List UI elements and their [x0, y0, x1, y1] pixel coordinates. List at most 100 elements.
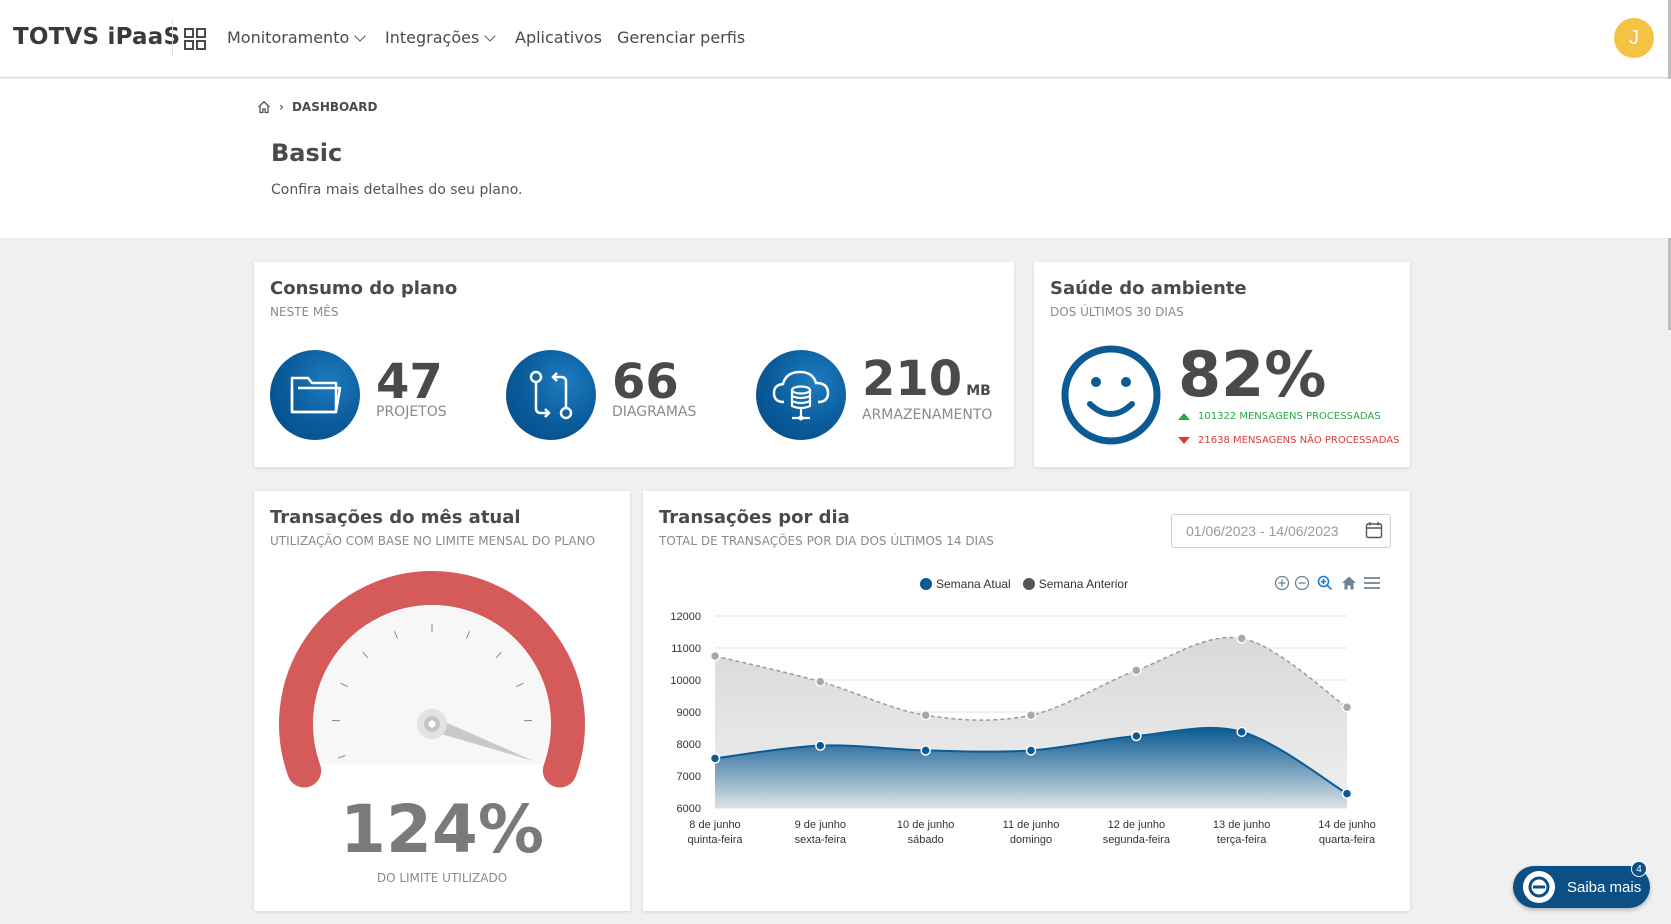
date-range-input[interactable] [1171, 514, 1391, 548]
x-tick-sublabel: quarta-feira [1319, 834, 1376, 846]
chart-menu-icon[interactable] [1363, 575, 1381, 591]
series-anterior-point [1236, 633, 1247, 644]
zoom-out-icon[interactable] [1294, 575, 1310, 591]
armazenamento-number: 210 [862, 351, 963, 407]
saiba-mais-button[interactable]: Saiba mais [1513, 866, 1650, 908]
series-atual-point [1131, 730, 1142, 742]
arrow-down-icon [1178, 437, 1190, 444]
x-tick-label: 11 de junho [1003, 819, 1060, 831]
home-icon[interactable] [257, 100, 271, 114]
y-tick-label: 12000 [670, 611, 701, 623]
card-title: Consumo do plano [270, 278, 458, 299]
x-tick-label: 10 de junho [897, 819, 955, 831]
calendar-icon[interactable] [1365, 521, 1383, 539]
nav-monitoramento-label: Monitoramento [227, 28, 350, 47]
x-tick-sublabel: quinta-feira [687, 834, 743, 846]
health-percent: 82% [1178, 338, 1327, 411]
card-title: Transações por dia [659, 507, 850, 528]
legend-item-anterior[interactable]: Semana Anterior [1022, 577, 1129, 591]
nav-aplicativos[interactable]: Aplicativos [515, 28, 602, 47]
x-tick-sublabel: sábado [908, 834, 944, 846]
card-subtitle: UTILIZAÇÃO COM BASE NO LIMITE MENSAL DO … [270, 534, 596, 548]
gauge-chart [279, 571, 585, 788]
series-anterior-point [1025, 709, 1037, 721]
zoom-in-icon[interactable] [1274, 575, 1290, 591]
brand-logo[interactable]: TOTVS iPaaS [13, 24, 181, 50]
page-subtitle: Confira mais detalhes do seu plano. [271, 182, 523, 198]
gauge-tick [515, 682, 524, 688]
series-atual-point [1236, 726, 1247, 738]
reset-zoom-home-icon[interactable] [1341, 575, 1357, 591]
transactions-area-chart: 6000 7000 8000 9000 10000 11000 12000 8 de junh… [670, 611, 1376, 846]
legend-item-atual[interactable]: Semana Atual [920, 577, 1011, 591]
legend-marker [1022, 578, 1035, 590]
armazenamento-label: ARMAZENAMENTO [862, 407, 993, 423]
nav-divider [172, 20, 173, 56]
page-header: › DASHBOARD Basic Confira mais detalhes … [0, 79, 1671, 238]
gauge-tick [466, 631, 470, 639]
armazenamento-unit: MB [966, 383, 991, 399]
series-atual-point [1025, 745, 1037, 756]
diagramas-value: 66 [612, 354, 679, 410]
diagramas-label: DIAGRAMAS [612, 404, 697, 420]
processed-messages: 101322 MENSAGENS PROCESSADAS [1178, 411, 1381, 422]
projetos-label: PROJETOS [376, 404, 447, 420]
nav-monitoramento[interactable]: Monitoramento [227, 28, 366, 47]
processed-text: 101322 MENSAGENS PROCESSADAS [1198, 411, 1381, 422]
smiley-face-icon [1061, 345, 1161, 445]
breadcrumb-separator: › [279, 100, 284, 114]
series-atual-point [920, 745, 931, 756]
series-atual-point [815, 740, 826, 751]
gauge-percent: 124% [340, 791, 544, 868]
series-anterior-point [1131, 665, 1142, 676]
y-tick-label: 11000 [671, 643, 701, 655]
notification-badge: 4 [1631, 861, 1647, 877]
selection-zoom-icon[interactable] [1317, 575, 1333, 591]
nav-integracoes[interactable]: Integrações [385, 28, 496, 47]
projetos-value: 47 [376, 354, 443, 410]
apps-grid-icon[interactable] [184, 28, 206, 50]
series-anterior-point [920, 709, 931, 721]
x-tick-sublabel: sexta-feira [795, 834, 847, 846]
card-title: Transações do mês atual [270, 507, 521, 528]
y-tick-label: 6000 [677, 803, 701, 815]
breadcrumb-current: DASHBOARD [291, 100, 378, 114]
x-tick-label: 14 de junho [1318, 819, 1376, 831]
top-navbar: TOTVS iPaaS Monitoramento Integrações Ap… [0, 0, 1671, 78]
chevron-down-icon [354, 30, 366, 42]
gauge-face [314, 606, 550, 765]
legend-label: Semana Atual [936, 577, 1011, 591]
card-subtitle: DOS ÚLTIMOS 30 DIAS [1050, 305, 1184, 319]
card-subtitle: NESTE MÊS [270, 305, 339, 319]
gauge-pivot-center [428, 720, 436, 728]
series-atual-point [709, 753, 721, 764]
page-title: Basic [271, 139, 343, 167]
card-subtitle: TOTAL DE TRANSAÇÕES POR DIA DOS ÚLTIMOS … [659, 534, 994, 548]
armazenamento-value: 210 MB [862, 355, 991, 403]
gauge-tick [362, 651, 369, 659]
x-tick-sublabel: segunda-feira [1103, 834, 1171, 846]
x-tick-label: 12 de junho [1108, 819, 1166, 831]
not-processed-text: 21638 MENSAGENS NÃO PROCESSADAS [1198, 435, 1400, 446]
gauge-tick [340, 682, 349, 688]
gauge-needle [429, 717, 534, 761]
not-processed-messages: 21638 MENSAGENS NÃO PROCESSADAS [1178, 435, 1399, 446]
cloud-database-icon [756, 350, 846, 440]
transacoes-mes-card: Transações do mês atual UTILIZAÇÃO COM B… [254, 491, 630, 911]
gauge-arc [279, 571, 585, 788]
gauge-tick [337, 754, 346, 759]
gauge-tick [495, 651, 502, 659]
legend-label: Semana Anterior [1038, 577, 1129, 591]
y-tick-label: 8000 [677, 739, 701, 751]
folder-icon [270, 350, 360, 440]
nav-gerenciar-perfis[interactable]: Gerenciar perfis [617, 28, 746, 47]
series-anterior-point [709, 650, 721, 662]
consumo-card: Consumo do plano NESTE MÊS 47 PROJETOS 6… [254, 262, 1014, 467]
y-tick-label: 7000 [677, 771, 701, 783]
totvs-logo-icon [1523, 871, 1555, 903]
user-avatar[interactable]: J [1614, 18, 1654, 58]
card-title: Saúde do ambiente [1050, 278, 1247, 299]
x-tick-label: 9 de junho [795, 819, 846, 831]
saude-card: Saúde do ambiente DOS ÚLTIMOS 30 DIAS 82… [1034, 262, 1410, 467]
saiba-mais-label: Saiba mais [1567, 878, 1642, 896]
